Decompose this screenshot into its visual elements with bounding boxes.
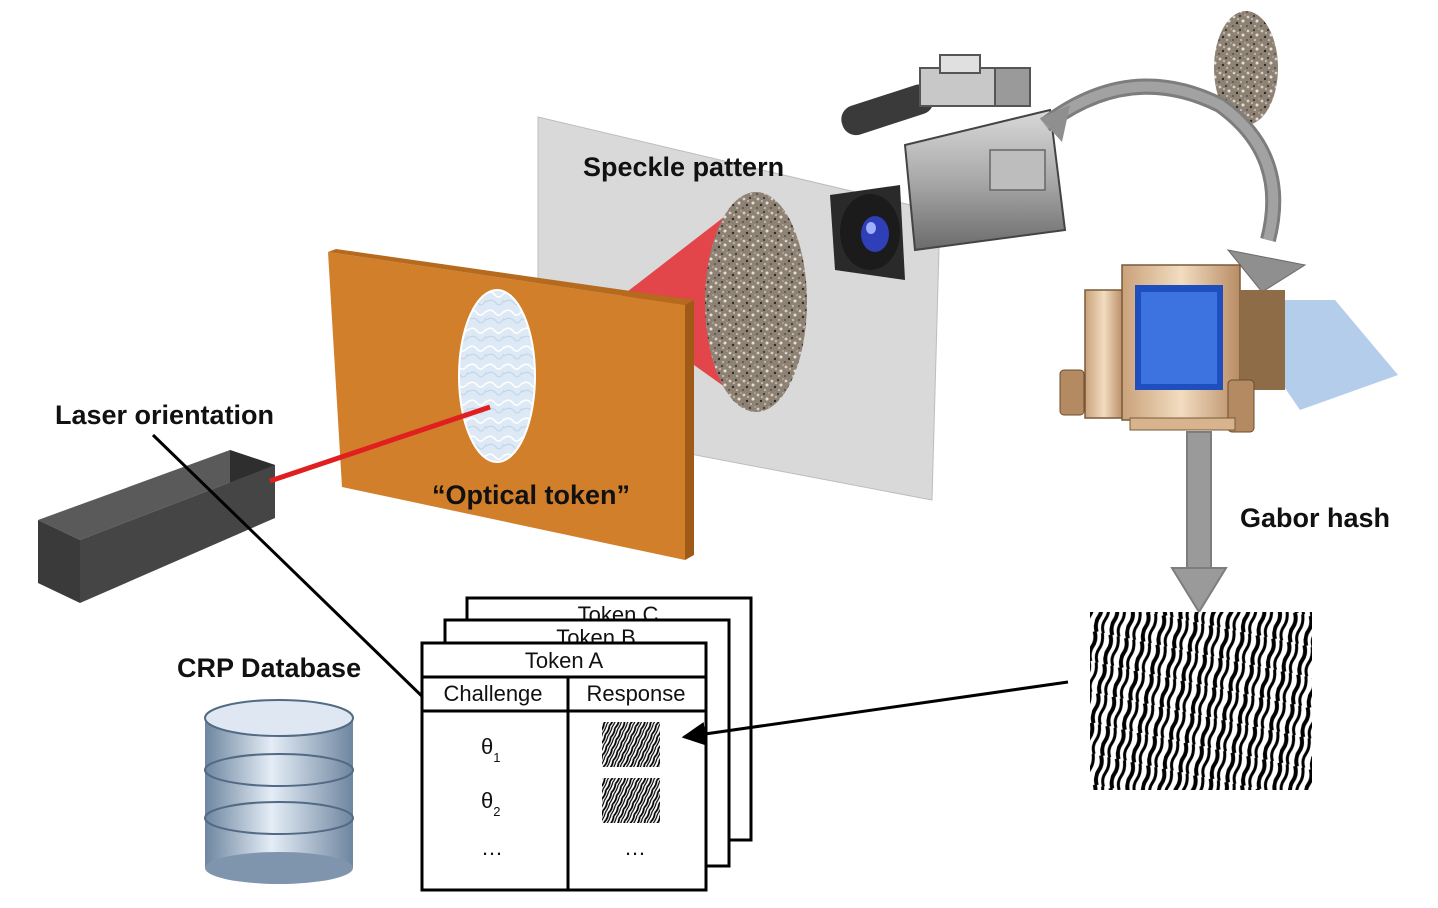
challenge-header: Challenge xyxy=(443,681,542,706)
optical-token-plate xyxy=(328,249,694,560)
response-header: Response xyxy=(586,681,685,706)
response-ellipsis: … xyxy=(624,835,646,860)
speckle-pattern-label: Speckle pattern xyxy=(583,152,784,182)
laser-orientation-arrow xyxy=(151,433,467,740)
crp-database-label: CRP Database xyxy=(177,653,361,683)
speckle-pattern-projection xyxy=(705,192,807,412)
challenge-ellipsis: … xyxy=(481,835,503,860)
computer-to-hash-arrow xyxy=(1170,431,1228,614)
token-a-title: Token A xyxy=(525,648,604,673)
database-icon xyxy=(204,699,354,884)
video-camera-icon xyxy=(830,54,1067,280)
gabor-hash-image xyxy=(1090,612,1312,790)
response-hash-2 xyxy=(602,778,660,823)
hash-to-response-arrow xyxy=(681,680,1069,746)
response-hash-1 xyxy=(602,722,660,767)
laser-beam xyxy=(269,404,491,484)
token-a-table: Token A Challenge Response θ1 θ2 … … xyxy=(420,641,708,892)
laser-orientation-label: Laser orientation xyxy=(55,400,274,430)
computer-icon xyxy=(1059,264,1398,433)
challenge-theta-2: θ2 xyxy=(481,788,500,819)
optical-token-label: “Optical token” xyxy=(432,480,630,510)
camera-to-computer-arrow xyxy=(1040,78,1307,293)
captured-speckle-image xyxy=(1214,11,1278,125)
challenge-theta-1: θ1 xyxy=(481,734,500,765)
laser-source-icon xyxy=(38,450,275,603)
gabor-hash-label: Gabor hash xyxy=(1240,503,1390,533)
